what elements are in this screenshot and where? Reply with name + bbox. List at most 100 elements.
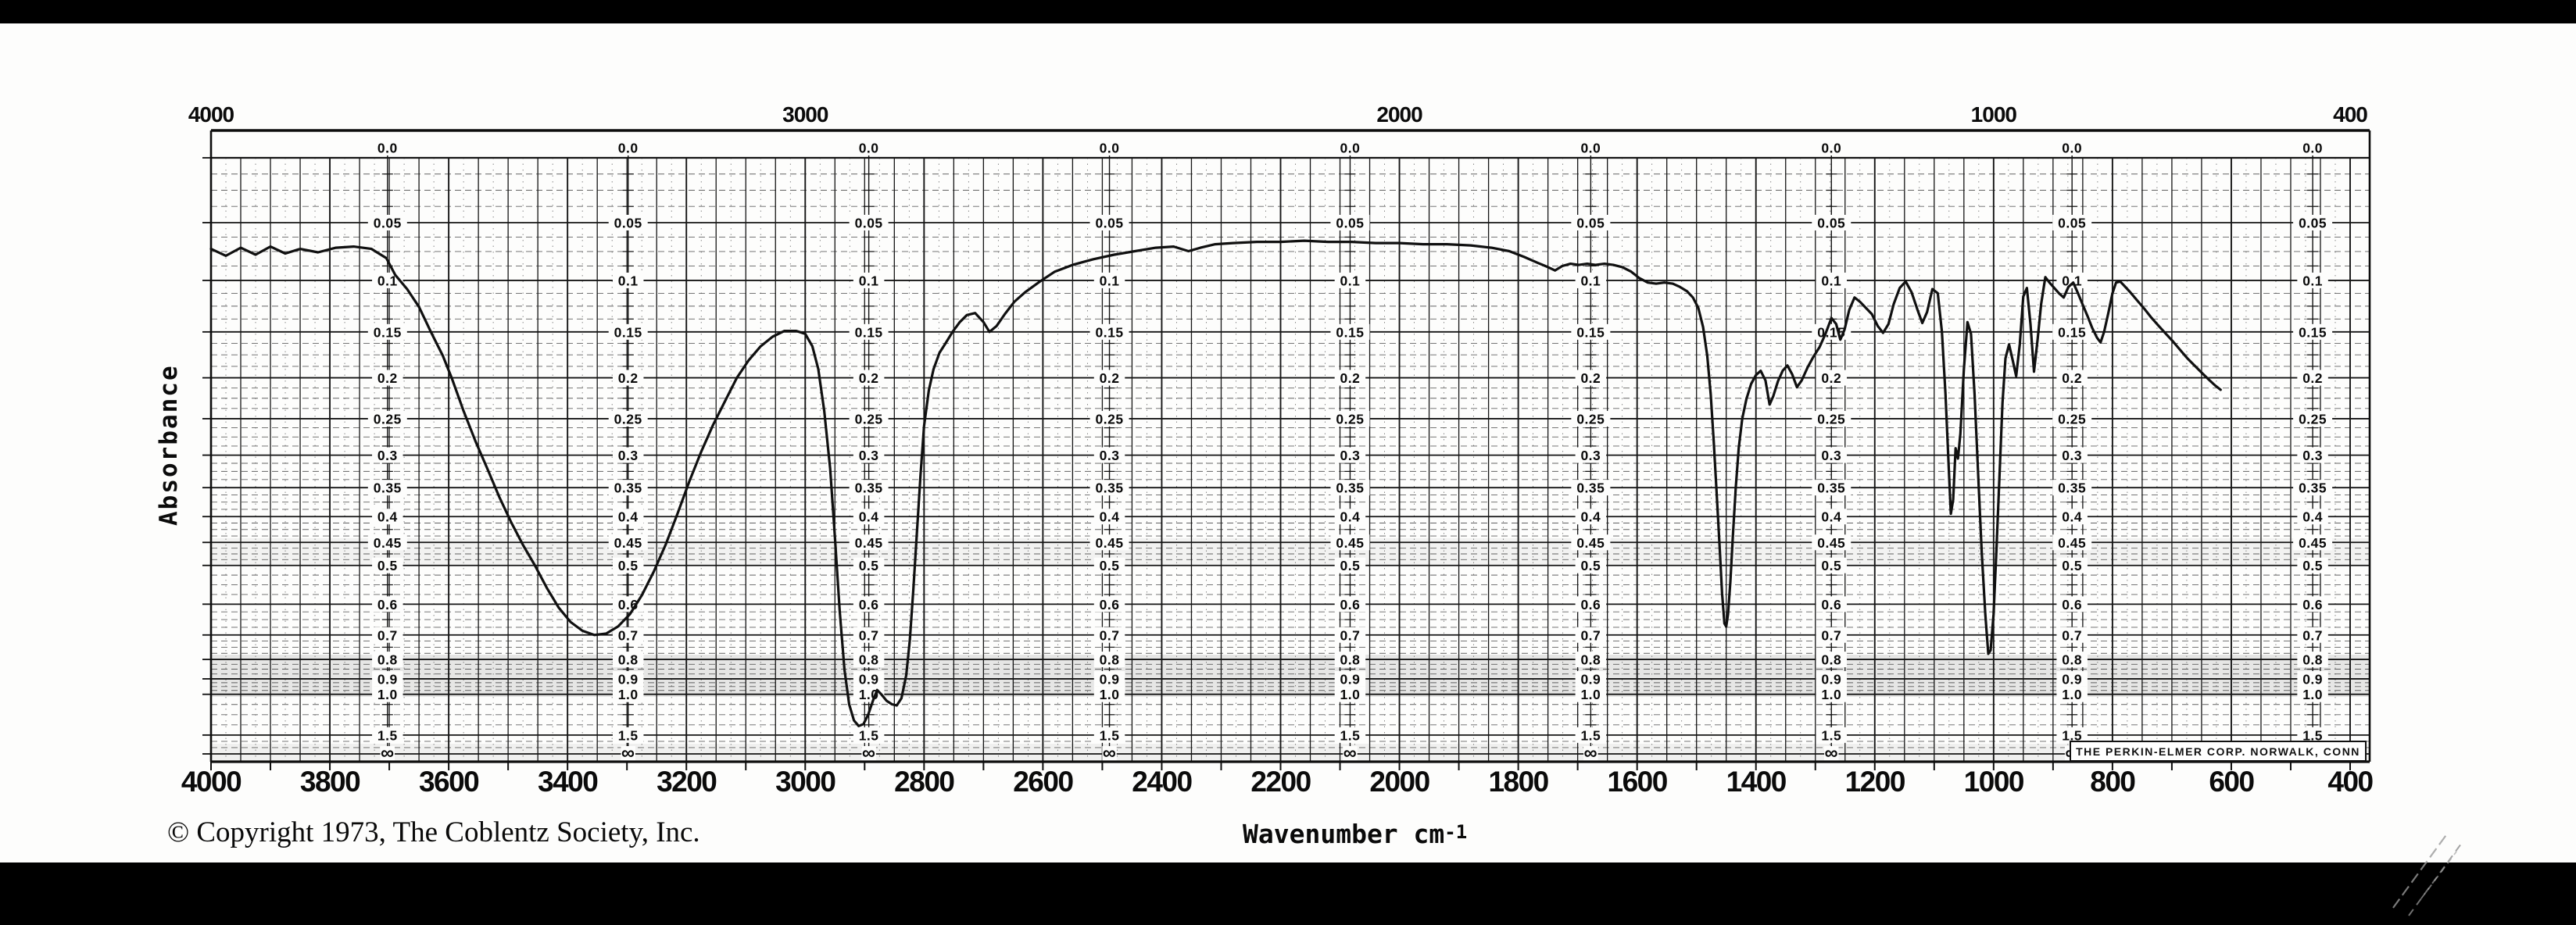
absorbance-scale-label: 0.6 — [2302, 597, 2323, 612]
absorbance-scale-label: 0.45 — [1576, 535, 1605, 551]
absorbance-scale-label: 0.0 — [1580, 141, 1601, 156]
absorbance-scale-label: 0.1 — [1580, 273, 1601, 288]
absorbance-scale-label: 0.6 — [1821, 597, 1841, 612]
absorbance-scale-label: 0.3 — [1340, 448, 1361, 463]
absorbance-scale-label: 0.05 — [1096, 215, 1124, 230]
absorbance-scale-label: 0.7 — [2062, 627, 2082, 643]
scale-label-mask — [853, 557, 885, 573]
scale-label-mask — [1812, 410, 1852, 427]
absorbance-scale-label: 0.3 — [859, 448, 879, 463]
top-axis-label: 4000 — [188, 102, 234, 127]
scale-label-mask — [612, 670, 644, 687]
absorbance-scale-label: 0.45 — [2299, 535, 2327, 551]
top-axis-label: 3000 — [782, 102, 828, 127]
absorbance-scale-label: 0.25 — [1336, 411, 1364, 427]
scale-label-mask — [372, 652, 403, 668]
scale-label-mask — [1093, 509, 1125, 525]
scale-label-mask — [612, 140, 644, 155]
scale-label-mask — [367, 480, 407, 496]
scale-label-mask — [2297, 686, 2328, 702]
absorbance-scale-label: 0.3 — [2302, 448, 2323, 463]
scale-label-mask — [1571, 323, 1611, 340]
scale-label-mask — [2056, 727, 2088, 743]
absorbance-scale-label: 0.1 — [859, 273, 879, 288]
absorbance-scale-label: 0.5 — [1580, 558, 1601, 573]
absorbance-scale-label: 1.5 — [2302, 727, 2323, 743]
absorbance-scale-label: 0.9 — [1100, 671, 1120, 687]
scale-label-mask — [1089, 410, 1129, 427]
scale-label-mask — [853, 447, 885, 463]
scale-label-mask — [1330, 480, 1370, 496]
copyright-text: © Copyright 1973, The Coblentz Society, … — [167, 816, 700, 848]
scale-label-mask — [1343, 746, 1358, 762]
absorbance-scale-label: 1.0 — [1340, 687, 1361, 702]
scale-label-mask — [1093, 447, 1125, 463]
absorbance-scale-label: 1.5 — [1580, 727, 1601, 743]
scale-label-mask — [2056, 447, 2088, 463]
absorbance-scale-label: 0.1 — [2062, 273, 2082, 288]
absorbance-scale-label: 0.8 — [1340, 652, 1361, 668]
grid-minor — [211, 158, 2370, 762]
scale-label-mask — [2293, 410, 2333, 427]
absorbance-scale-label: 0.5 — [859, 558, 879, 573]
scale-label-mask — [853, 627, 885, 643]
absorbance-scale-label: ∞ — [862, 743, 876, 764]
scale-label-mask — [1334, 596, 1366, 612]
scale-label-mask — [1093, 652, 1125, 668]
absorbance-scale-label: 0.0 — [1821, 141, 1841, 156]
scale-label-mask — [1575, 272, 1607, 288]
scale-label-mask — [1575, 447, 1607, 463]
absorbance-scale-label: 0.8 — [1100, 652, 1120, 668]
pencil-scribble — [2392, 832, 2464, 916]
scale-label-mask — [372, 596, 403, 612]
scale-label-mask — [1816, 670, 1848, 687]
scale-label-mask — [1824, 746, 1839, 762]
bottom-axis-label: 3200 — [657, 766, 717, 798]
scale-label-mask — [2052, 480, 2092, 496]
absorbance-scale-label: 0.25 — [1576, 411, 1605, 427]
absorbance-scale-label: 0.6 — [377, 597, 398, 612]
scale-label-mask — [367, 534, 407, 551]
absorbance-scale-label: 1.5 — [377, 727, 398, 743]
absorbance-scale-label: 0.9 — [1340, 671, 1361, 687]
absorbance-scale-label: 0.7 — [859, 627, 879, 643]
absorbance-scale-label: 0.05 — [2058, 215, 2086, 230]
scale-label-mask — [367, 410, 407, 427]
scale-label-mask — [1575, 686, 1607, 702]
scale-label-mask — [1093, 140, 1125, 155]
absorbance-scale-label: 0.15 — [2058, 324, 2086, 340]
scale-label-mask — [2056, 272, 2088, 288]
absorbance-scale-label: 0.15 — [855, 324, 883, 340]
absorbance-scale-label: 0.8 — [1821, 652, 1841, 668]
absorbance-scale-label: 0.8 — [859, 652, 879, 668]
absorbance-scale-label: 0.2 — [1340, 370, 1361, 386]
absorbance-scale-label: 1.5 — [859, 727, 879, 743]
scale-label-mask — [1816, 652, 1848, 668]
scale-label-mask — [853, 727, 885, 743]
scale-label-mask — [1812, 534, 1852, 551]
scale-label-mask — [1334, 727, 1366, 743]
scale-label-mask — [1334, 686, 1366, 702]
absorbance-scale-label: 0.05 — [1817, 215, 1845, 230]
absorbance-scale-label: 0.5 — [618, 558, 639, 573]
scale-label-mask — [2297, 727, 2328, 743]
scale-label-mask — [1334, 557, 1366, 573]
scale-label-mask — [1575, 727, 1607, 743]
absorbance-scale-label: 0.05 — [614, 215, 642, 230]
absorbance-scale-label: 0.2 — [1821, 370, 1841, 386]
absorbance-scale-label: 0.4 — [1100, 509, 1120, 525]
scale-label-mask — [1571, 534, 1611, 551]
absorbance-scale-label: 1.5 — [1821, 727, 1841, 743]
grid-major — [210, 156, 2370, 762]
scale-label-mask — [1330, 214, 1370, 230]
absorbance-scale-label: 0.5 — [377, 558, 398, 573]
scale-label-mask — [849, 323, 889, 340]
absorbance-scale-label: 0.3 — [377, 448, 398, 463]
absorbance-scale-label: 1.0 — [618, 687, 639, 702]
absorbance-scale-label: 0.15 — [1096, 324, 1124, 340]
absorbance-scale-label: 0.7 — [618, 627, 639, 643]
x-axis-title-exponent: -1 — [1444, 821, 1468, 843]
bottom-axis-label: 3400 — [538, 766, 598, 798]
absorbance-scale-label: 0.3 — [618, 448, 639, 463]
scale-label-mask — [1334, 272, 1366, 288]
